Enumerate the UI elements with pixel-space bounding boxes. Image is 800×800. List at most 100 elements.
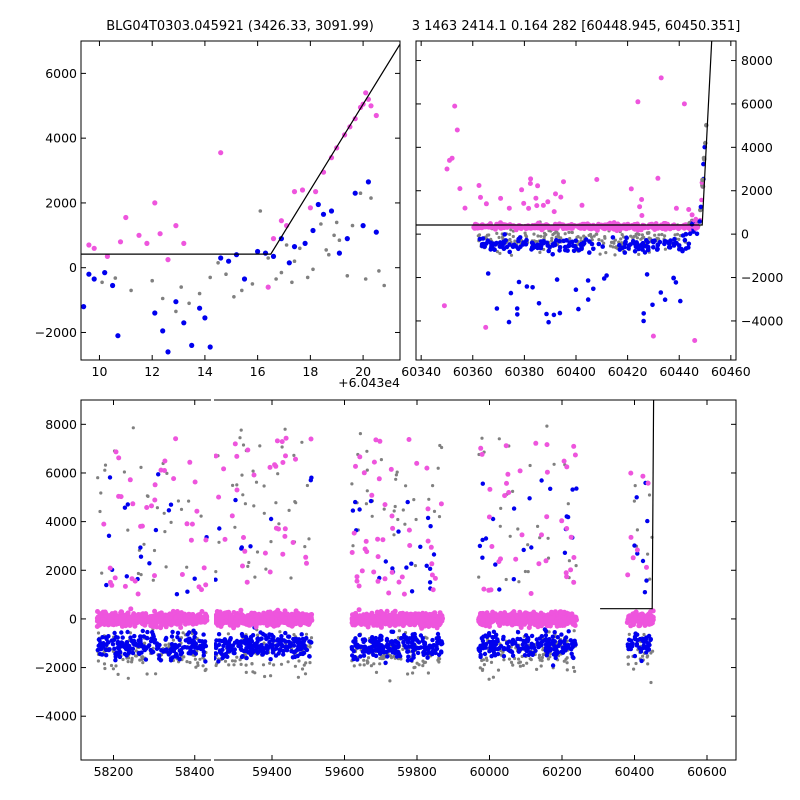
data-point-blue: [485, 238, 491, 243]
data-point-gray: [163, 530, 167, 534]
data-point-pink: [507, 612, 513, 618]
data-point-pink: [293, 456, 298, 462]
data-point-gray: [290, 280, 294, 285]
data-point-gray: [437, 660, 441, 664]
data-point-pink: [269, 615, 275, 621]
data-point-gray: [613, 253, 617, 257]
data-point-blue: [559, 632, 564, 637]
data-point-gray: [352, 664, 356, 668]
data-point-gray: [164, 643, 168, 647]
data-point-gray: [485, 658, 489, 663]
data-point-pink: [371, 569, 377, 575]
data-point-pink: [178, 625, 184, 630]
data-point-gray: [277, 522, 281, 526]
data-point-blue: [229, 643, 234, 648]
data-point-pink: [449, 155, 455, 161]
data-point-gray: [504, 577, 508, 582]
data-point-gray: [517, 580, 521, 584]
data-point-rise: [694, 231, 700, 237]
data-point-pink: [375, 578, 381, 584]
data-point-blue: [408, 644, 413, 649]
data-point-pink: [181, 240, 187, 246]
data-point-blue: [421, 650, 426, 655]
data-point-gray: [305, 275, 310, 280]
x-tick-label: 60380: [505, 364, 545, 379]
data-point-blue: [101, 644, 106, 649]
data-point-pink: [539, 532, 544, 538]
x-tick-label: 60400: [615, 764, 655, 779]
data-point-gray: [350, 482, 354, 486]
data-point-pink: [498, 195, 504, 201]
data-point-gray: [262, 511, 266, 515]
data-point-pink: [283, 453, 288, 459]
data-point-gray: [517, 657, 521, 661]
data-point-gray: [113, 276, 118, 280]
data-point-blue: [418, 645, 424, 650]
data-point-pink: [144, 505, 150, 510]
data-point-blue: [239, 631, 245, 637]
data-point-pink: [561, 622, 567, 628]
data-point-blue: [248, 634, 254, 640]
data-point-blue: [119, 644, 124, 649]
data-point-blue: [112, 646, 117, 651]
data-point-gray: [432, 509, 437, 513]
data-point-pink: [655, 175, 661, 181]
data-point-gray: [370, 514, 374, 518]
data-point-pink: [189, 521, 195, 527]
data-point-gray: [129, 288, 133, 293]
data-point-blue: [632, 241, 637, 246]
data-point-gray: [499, 506, 503, 510]
data-point-blue: [425, 515, 431, 521]
data-point-gray: [358, 663, 362, 667]
data-point-blue: [573, 238, 579, 243]
data-point-blue: [188, 646, 193, 651]
data-point-pink: [568, 567, 574, 573]
data-point-blue: [197, 638, 202, 644]
data-point-pink: [124, 620, 130, 626]
data-point-blue: [573, 642, 578, 647]
data-point-gray: [497, 235, 501, 240]
data-point-gray: [287, 508, 291, 512]
data-point-pink: [386, 590, 392, 596]
data-point-pink: [232, 441, 238, 447]
data-point-pink: [199, 618, 205, 624]
data-point-pink: [95, 614, 101, 620]
data-point-pink: [639, 197, 645, 202]
data-point-pink: [228, 616, 234, 622]
data-point-pink: [122, 583, 128, 589]
data-point-blue: [264, 636, 269, 642]
data-point-blue: [308, 639, 313, 644]
data-point-blue: [217, 526, 222, 531]
data-point-pink: [382, 621, 388, 627]
data-point-pink: [91, 245, 97, 251]
data-point-blue: [390, 650, 395, 655]
data-point-blue: [431, 643, 436, 648]
y-tick-label: 2000: [741, 183, 773, 198]
data-point-blue: [406, 649, 411, 654]
y-tick-label: 6000: [741, 96, 773, 111]
data-point-gray: [647, 236, 651, 240]
data-point-gray: [262, 484, 266, 488]
data-point-pink: [107, 565, 113, 571]
data-point-blue: [424, 563, 429, 568]
data-point-pink: [513, 556, 519, 562]
data-point-gray: [235, 655, 239, 659]
data-point-pink: [547, 623, 553, 629]
data-point-gray: [292, 453, 296, 457]
data-point-blue: [105, 640, 111, 645]
data-point-gray: [673, 233, 677, 237]
data-point-blue: [610, 235, 616, 240]
data-point-blue: [512, 640, 517, 645]
data-point-blue: [493, 562, 498, 567]
data-point-blue: [676, 243, 682, 248]
data-point-pink: [187, 459, 193, 465]
panel-zoom-right-title: 3 1463 2414.1 0.164 282 [60448.945, 6045…: [412, 19, 741, 34]
x-tick-label: 59400: [252, 764, 292, 779]
data-point-pink: [382, 576, 388, 582]
data-point-blue: [555, 635, 560, 640]
data-point-pink: [289, 623, 295, 629]
data-point-gray: [421, 664, 425, 668]
data-point-gray: [440, 445, 444, 450]
data-point-blue: [291, 244, 298, 250]
data-point-gray: [640, 233, 645, 237]
